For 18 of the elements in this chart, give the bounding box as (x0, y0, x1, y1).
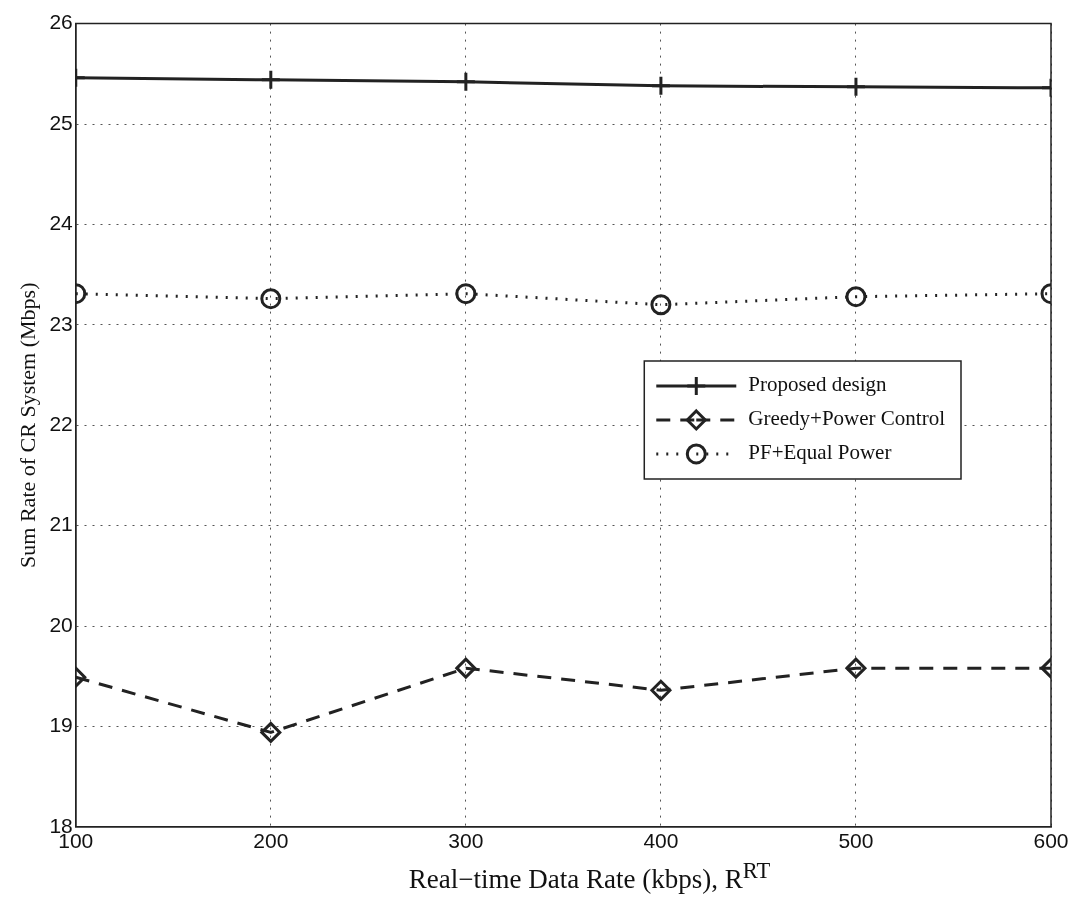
y-tick-label: 22 (49, 412, 73, 435)
x-axis-title: Real−time Data Rate (kbps), R$^{RT}$ (407, 858, 772, 895)
legend-label: Greedy+Power Control (748, 406, 946, 431)
x-tick-label: 400 (643, 829, 679, 853)
x-tick-label: 500 (838, 829, 874, 853)
x-tick-label: 600 (1033, 829, 1069, 853)
y-tick-label: 21 (49, 512, 73, 536)
x-tick-label: 200 (253, 829, 289, 853)
y-tick-label: 23 (49, 311, 73, 335)
y-tick-label: 26 (49, 10, 73, 34)
legend-label: Proposed design (748, 372, 888, 397)
x-tick-label: 300 (448, 829, 484, 853)
y-tick-label: 19 (49, 713, 73, 737)
y-axis-title: Sum Rate of CR System (Mbps) (14, 282, 40, 568)
y-tick-label: 24 (49, 211, 74, 235)
y-tick-label: 20 (49, 612, 73, 636)
legend-label: PF+Equal Power (748, 440, 892, 465)
y-tick-label: 25 (49, 110, 73, 134)
